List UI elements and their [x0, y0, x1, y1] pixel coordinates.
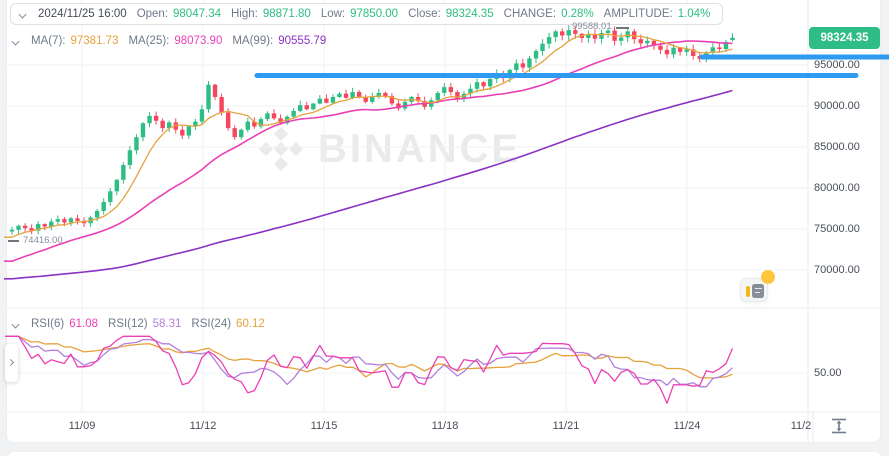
time-tick-label: 11/12 — [189, 420, 217, 432]
ohlc-field-value: 0.28% — [561, 8, 594, 20]
ohlc-field-label: Open: — [136, 8, 169, 20]
ohlc-field-value: 98047.34 — [173, 8, 221, 20]
price-tick-label: 75000.00 — [814, 222, 860, 235]
rsi-field-value: 61.08 — [69, 318, 99, 330]
price-scale-icon[interactable] — [829, 417, 849, 435]
ohlc-field-label: Close: — [408, 8, 441, 20]
rsi-legend: RSI(6) 61.08 RSI(12) 58.31 RSI(24) 60.12 — [12, 316, 265, 332]
ma-legend: MA(7): 97381.73 MA(25): 98073.90 MA(99): 9055… — [12, 33, 326, 49]
ohlc-field-value: 1.04% — [677, 8, 711, 20]
chevron-down-icon[interactable] — [19, 11, 26, 18]
ohlc-field-value: 98324.35 — [445, 8, 494, 20]
ma-field-label: MA(7): — [31, 35, 66, 47]
range-high-marker — [616, 27, 629, 29]
rsi24-line — [5, 335, 733, 379]
candle-datetime: 2024/11/25 16:00 — [38, 8, 127, 20]
time-tick-label: 11/21 — [552, 420, 580, 432]
next-section-card — [8, 452, 881, 456]
news-document-icon — [752, 284, 764, 298]
time-tick-label: 11/24 — [673, 420, 701, 432]
pane-expand-handle[interactable] — [5, 344, 18, 382]
chevron-right-icon — [6, 358, 15, 367]
notification-dot — [761, 270, 775, 284]
price-tick-label: 85000.00 — [814, 140, 860, 153]
binance-watermark: BINANCE — [258, 126, 521, 172]
ohlc-field-label: CHANGE: — [503, 8, 557, 20]
time-tick-label: 11/09 — [68, 420, 96, 432]
price-tick-label: 90000.00 — [814, 99, 860, 112]
price-tick-label: 80000.00 — [814, 181, 860, 194]
rsi-field-label: RSI(24) — [191, 318, 232, 330]
ma25-line — [4, 40, 733, 263]
time-tick-label: 11/2 — [790, 420, 812, 432]
binance-logo-icon — [258, 126, 304, 172]
price-tick-label: 95000.00 — [814, 58, 860, 71]
ohlc-field-value: 97850.00 — [350, 8, 399, 20]
ma-field-value: 97381.73 — [70, 35, 119, 47]
ohlc-field-label: AMPLITUDE: — [603, 8, 673, 20]
ma99-line — [4, 89, 733, 280]
rsi-field-label: RSI(12) — [108, 318, 148, 330]
price-tick-label: 70000.00 — [814, 263, 860, 276]
ohlc-field-value: 98871.80 — [262, 8, 311, 20]
watermark-text: BINANCE — [318, 126, 522, 171]
news-accent-bar — [746, 286, 750, 297]
range-low-marker — [8, 240, 19, 242]
ohlc-field-label: Low: — [320, 8, 346, 20]
time-tick-label: 11/15 — [310, 420, 338, 432]
last-price-badge: 98324.35 — [809, 27, 880, 49]
rsi-field-label: RSI(6) — [31, 318, 65, 330]
rsi-axis-label: 50.00 — [814, 367, 842, 379]
chevron-down-icon[interactable] — [12, 321, 19, 328]
ohlc-field-label: High: — [230, 8, 258, 20]
range-high-label: 99588.01 — [572, 21, 612, 32]
ma-field-value: 98073.90 — [174, 35, 223, 47]
ma-field-label: MA(25): — [128, 35, 170, 47]
ma7-line — [4, 33, 733, 238]
time-tick-label: 11/18 — [431, 420, 459, 432]
rsi-field-value: 60.12 — [236, 318, 265, 330]
chevron-down-icon[interactable] — [12, 38, 19, 45]
ma-field-label: MA(99): — [232, 35, 274, 47]
ma-field-value: 90555.79 — [278, 35, 327, 47]
rsi12-line — [5, 335, 733, 388]
range-low-label: 74416.00 — [23, 235, 63, 246]
ohlc-legend: 2024/11/25 16:00 Open: 98047.34 High: 98871… — [10, 3, 723, 25]
rsi-field-value: 58.31 — [152, 318, 182, 330]
rsi6-line — [5, 335, 734, 404]
